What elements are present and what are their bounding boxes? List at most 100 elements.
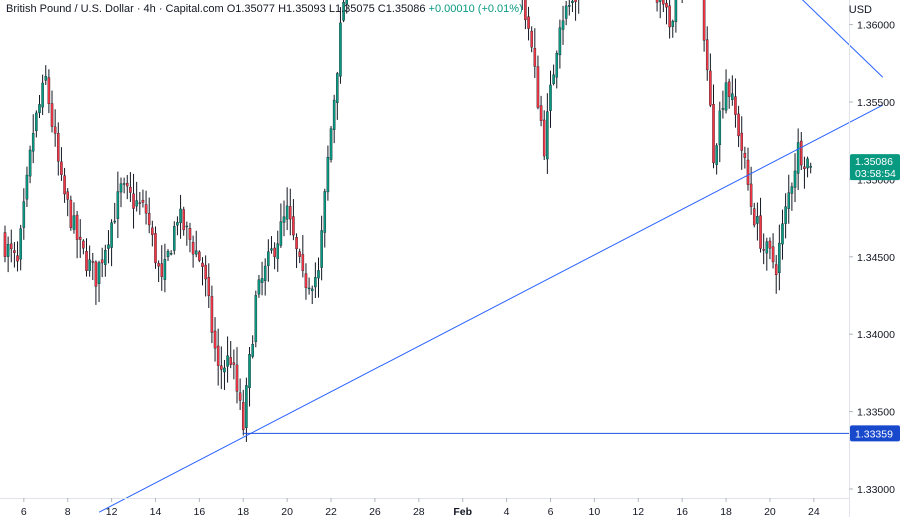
candle-body-down xyxy=(762,249,765,251)
symbol-header[interactable]: British Pound / U.S. Dollar · 4h · Capit… xyxy=(6,3,523,15)
candle-body-up xyxy=(251,344,254,357)
candle-body-up xyxy=(731,93,734,100)
candle-body-down xyxy=(542,119,546,157)
candle-body-up xyxy=(781,223,784,245)
candle-body-up xyxy=(248,354,251,389)
candle-body-down xyxy=(182,209,185,231)
candle-body-down xyxy=(668,5,671,28)
candle-body-down xyxy=(85,251,88,271)
candle-body-down xyxy=(63,175,66,195)
candle-body-down xyxy=(66,191,69,200)
ascending-trendline xyxy=(98,104,884,513)
candle-body-up xyxy=(342,2,345,21)
candle-body-down xyxy=(662,0,665,5)
candle-body-up xyxy=(674,0,678,23)
candle-body-up xyxy=(113,220,117,223)
candle-body-down xyxy=(94,261,98,287)
candle-body-down xyxy=(774,264,778,276)
candle-body-down xyxy=(527,16,530,29)
candle-body-down xyxy=(524,0,527,20)
candle-body-down xyxy=(304,273,308,288)
candle-body-up xyxy=(179,208,182,224)
candle-body-down xyxy=(752,208,756,226)
candle-body-down xyxy=(295,237,298,250)
candle-body-down xyxy=(665,2,668,8)
time-tick-label: 24 xyxy=(808,506,820,517)
candle-body-up xyxy=(245,385,248,428)
candle-body-down xyxy=(737,113,740,137)
candle-body-up xyxy=(568,5,571,7)
candle-body-down xyxy=(273,247,276,258)
candle-body-down xyxy=(803,166,806,170)
candle-body-down xyxy=(220,365,223,370)
time-tick-label: 14 xyxy=(150,506,162,517)
time-axis[interactable]: 6 8 12 14 16 18 20 22 26 28 Feb 4 6 10 12 16 18 20 24 xyxy=(0,498,849,518)
candle-body-up xyxy=(194,250,198,255)
candle-body-down xyxy=(125,182,129,187)
candle-body-down xyxy=(16,255,19,262)
price-change: +0.00010 (+0.01%) xyxy=(428,3,523,15)
candle-body-down xyxy=(160,263,164,277)
candle-body-up xyxy=(339,22,342,77)
candle-body-down xyxy=(229,357,232,365)
candle-body-down xyxy=(157,263,160,267)
candle-body-up xyxy=(329,128,333,160)
candle-body-down xyxy=(539,105,543,121)
time-tick-label: 12 xyxy=(632,506,644,517)
candle-body-down xyxy=(198,251,201,261)
candle-body-up xyxy=(307,287,311,290)
candle-body-up xyxy=(564,5,568,19)
drawing-lines[interactable] xyxy=(98,0,884,513)
candle-body-down xyxy=(533,48,537,67)
time-tick-label: 26 xyxy=(369,506,381,517)
time-tick-label: 28 xyxy=(413,506,425,517)
candle-body-up xyxy=(176,222,179,226)
candle-body-up xyxy=(336,73,339,103)
currency-label: USD xyxy=(848,4,872,16)
symbol-title[interactable]: British Pound / U.S. Dollar · 4h · Capit… xyxy=(6,3,224,15)
candle-body-down xyxy=(201,262,204,267)
candle-body-down xyxy=(82,240,85,249)
candle-body-up xyxy=(38,104,41,114)
price-tick-label: 1.35500 xyxy=(857,97,895,109)
candle-body-up xyxy=(19,228,22,260)
candle-body-down xyxy=(216,345,220,366)
candle-body-up xyxy=(223,367,226,373)
time-tick-label: 18 xyxy=(237,506,249,517)
candle-body-down xyxy=(188,228,192,240)
candle-body-up xyxy=(72,215,76,230)
candle-body-down xyxy=(238,392,242,401)
candle-body-up xyxy=(552,74,555,84)
support-price-badge xyxy=(850,425,900,442)
time-tick-label: 12 xyxy=(106,506,118,517)
candle-body-down xyxy=(144,204,148,214)
time-tick-label: 22 xyxy=(325,506,337,517)
candle-body-down xyxy=(13,250,16,253)
time-tick-label: 16 xyxy=(676,506,688,517)
time-tick-label: 6 xyxy=(548,506,554,517)
candle-body-up xyxy=(267,251,270,266)
candle-body-up xyxy=(323,191,327,233)
candle-body-up xyxy=(756,216,759,224)
candle-body-down xyxy=(100,259,104,264)
candle-body-down xyxy=(727,81,731,97)
candle-body-up xyxy=(6,243,10,257)
candle-body-up xyxy=(765,241,769,254)
candle-body-up xyxy=(317,270,320,279)
candle-body-up xyxy=(809,165,812,168)
candle-body-down xyxy=(235,364,239,392)
candle-body-up xyxy=(721,108,725,110)
candles-layer xyxy=(3,0,812,442)
candle-body-down xyxy=(9,243,13,250)
candle-body-down xyxy=(151,227,154,235)
candle-body-up xyxy=(314,277,317,288)
candle-body-up xyxy=(546,111,549,160)
candle-body-up xyxy=(320,230,323,268)
candle-body-up xyxy=(326,157,330,193)
candle-body-up xyxy=(718,110,722,145)
candle-body-up xyxy=(44,76,48,81)
candle-body-up xyxy=(555,52,559,78)
